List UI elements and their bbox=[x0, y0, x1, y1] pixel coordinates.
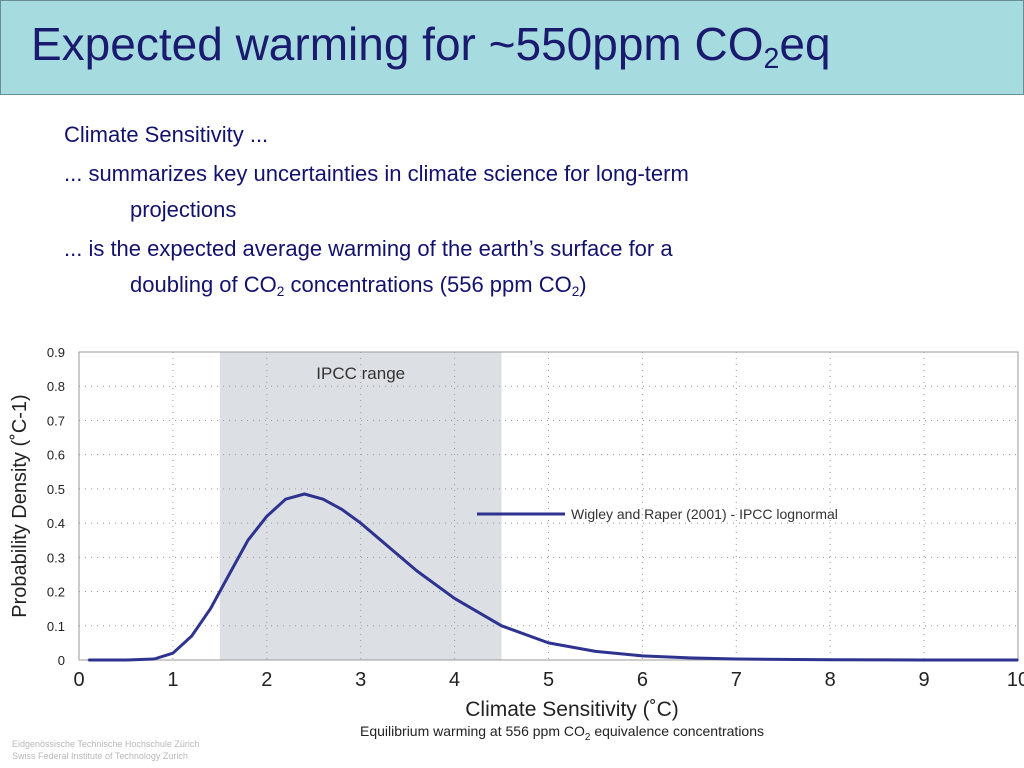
data-point bbox=[153, 658, 155, 660]
x-tick-label: 2 bbox=[261, 669, 272, 691]
x-tick-label: 9 bbox=[919, 669, 930, 691]
data-point bbox=[641, 655, 644, 657]
data-point bbox=[190, 635, 193, 637]
y-tick-label: 0 bbox=[58, 653, 65, 668]
data-point bbox=[735, 658, 738, 660]
x-tick-label: 7 bbox=[731, 669, 742, 691]
data-point bbox=[209, 607, 212, 610]
data-point bbox=[247, 539, 249, 542]
y-tick-label: 0.6 bbox=[47, 448, 65, 463]
y-tick-label: 0.4 bbox=[47, 516, 65, 531]
y-axis-title: Probability Density (˚C-1) bbox=[9, 394, 31, 617]
y-tick-label: 0.2 bbox=[47, 585, 65, 600]
data-point bbox=[923, 659, 925, 661]
data-point bbox=[1017, 659, 1019, 661]
data-point bbox=[388, 546, 390, 548]
ipcc-range-band bbox=[219, 352, 502, 660]
y-tick-label: 0.5 bbox=[47, 482, 65, 497]
climate-sensitivity-chart: 0 1 2 3 4 5 6 7 8 9 10 0 0.1 0.2 0.3 0.4 0.5 0.6 0.7 0.8 0.9… bbox=[9, 345, 1024, 740]
slide-title: Expected warming for ~550ppm CO2eq bbox=[31, 18, 831, 75]
y-tick-label: 0.8 bbox=[47, 379, 65, 394]
footer-line2: Swiss Federal Institute of Technology Zu… bbox=[12, 751, 188, 761]
series-line bbox=[88, 492, 1018, 662]
data-point bbox=[303, 493, 306, 495]
bullet-expected-line2: doubling of CO2 concentrations (556 ppm … bbox=[130, 272, 587, 299]
data-point bbox=[125, 659, 127, 661]
plot-frame bbox=[78, 351, 1019, 661]
y-tick-label: 0.1 bbox=[47, 619, 65, 634]
bullet-expected-line1: ... is the expected average warming of t… bbox=[64, 236, 673, 261]
x-tick-label: 5 bbox=[543, 669, 554, 691]
ipcc-range-label: IPCC range bbox=[316, 364, 405, 383]
data-point bbox=[688, 657, 691, 659]
y-tick-label: 0.9 bbox=[47, 345, 65, 360]
data-point bbox=[829, 658, 831, 661]
x-tick-label: 4 bbox=[449, 669, 460, 691]
x-tick-label: 10 bbox=[1007, 669, 1024, 691]
bullet-climate-sensitivity: Climate Sensitivity ... bbox=[64, 122, 269, 147]
data-point bbox=[416, 570, 418, 572]
data-point bbox=[547, 642, 550, 644]
y-tick-label: 0.3 bbox=[47, 550, 65, 565]
x-tick-label: 0 bbox=[73, 669, 84, 691]
legend-label: Wigley and Raper (2001) - IPCC lognormal bbox=[571, 506, 838, 522]
data-point bbox=[284, 498, 287, 500]
x-tick-label: 1 bbox=[167, 669, 178, 691]
data-point bbox=[594, 650, 597, 653]
data-point bbox=[172, 652, 174, 654]
data-point bbox=[453, 597, 456, 600]
chart-subtitle: Equilibrium warming at 556 ppm CO2 equiv… bbox=[360, 723, 764, 740]
bullet-summarizes-line2: projections bbox=[130, 197, 237, 222]
data-point bbox=[228, 573, 231, 576]
x-tick-label: 3 bbox=[355, 669, 366, 691]
data-point bbox=[341, 508, 343, 511]
data-point bbox=[500, 624, 503, 627]
data-point bbox=[359, 522, 362, 524]
bullet-summarizes-line1: ... summarizes key uncertainties in clim… bbox=[64, 161, 689, 186]
x-tick-label: 8 bbox=[825, 669, 836, 691]
title-bar: Expected warming for ~550ppm CO2eq bbox=[0, 0, 1024, 95]
data-point bbox=[87, 659, 90, 661]
data-point bbox=[322, 498, 324, 500]
x-tick-label: 6 bbox=[637, 669, 648, 691]
data-point bbox=[266, 515, 268, 518]
y-tick-label: 0.7 bbox=[47, 413, 65, 428]
x-axis-title: Climate Sensitivity (˚C) bbox=[465, 698, 679, 721]
footer-line1: Eidgenössische Technische Hochschule Zür… bbox=[12, 739, 200, 749]
